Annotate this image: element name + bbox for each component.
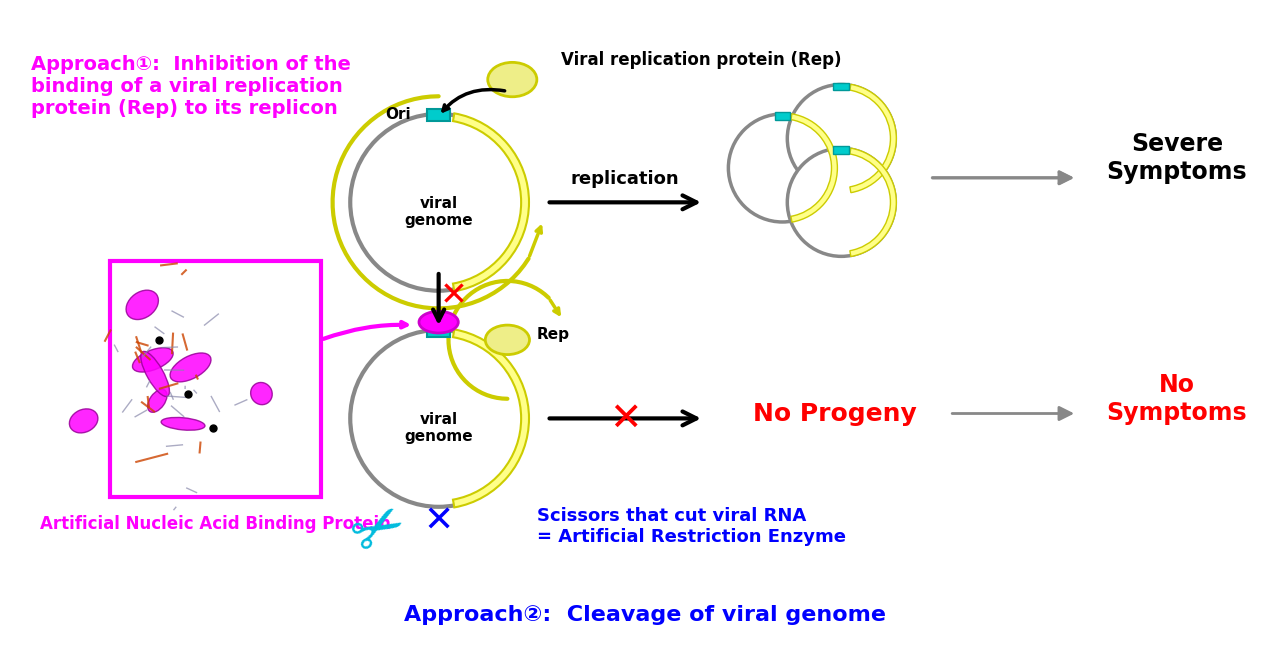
- Text: ✕: ✕: [424, 504, 454, 539]
- Text: ✕: ✕: [439, 279, 467, 312]
- Text: No
Symptoms: No Symptoms: [1106, 373, 1247, 424]
- Ellipse shape: [161, 418, 205, 430]
- Wedge shape: [453, 330, 529, 507]
- Text: replication: replication: [571, 169, 680, 187]
- Circle shape: [351, 330, 527, 507]
- FancyBboxPatch shape: [833, 146, 849, 154]
- Text: No Progeny: No Progeny: [753, 401, 916, 426]
- Ellipse shape: [147, 389, 166, 412]
- FancyBboxPatch shape: [833, 83, 849, 91]
- Wedge shape: [850, 148, 896, 256]
- Text: ✕: ✕: [609, 399, 641, 438]
- Text: Approach②:  Cleavage of viral genome: Approach②: Cleavage of viral genome: [404, 605, 886, 625]
- Circle shape: [351, 114, 527, 291]
- Text: ✂: ✂: [342, 493, 417, 571]
- Text: Rep: Rep: [536, 328, 570, 342]
- Circle shape: [787, 85, 895, 193]
- Circle shape: [728, 114, 836, 222]
- Ellipse shape: [488, 62, 536, 97]
- Wedge shape: [850, 84, 896, 193]
- FancyBboxPatch shape: [426, 325, 451, 337]
- Text: Approach①:  Inhibition of the
binding of a viral replication
protein (Rep) to it: Approach①: Inhibition of the binding of …: [31, 55, 351, 118]
- Ellipse shape: [132, 348, 173, 372]
- Text: viral
genome: viral genome: [404, 196, 472, 228]
- Wedge shape: [791, 114, 837, 222]
- Ellipse shape: [419, 311, 458, 333]
- Ellipse shape: [69, 409, 97, 433]
- Text: viral
genome: viral genome: [404, 412, 472, 444]
- Ellipse shape: [170, 353, 211, 382]
- Ellipse shape: [251, 383, 273, 404]
- Ellipse shape: [485, 325, 530, 355]
- Ellipse shape: [141, 352, 169, 397]
- Text: Severe
Symptoms: Severe Symptoms: [1106, 132, 1247, 184]
- FancyBboxPatch shape: [426, 109, 451, 121]
- FancyBboxPatch shape: [774, 112, 790, 120]
- Ellipse shape: [127, 290, 159, 320]
- Wedge shape: [453, 113, 529, 291]
- Text: Ori: Ori: [385, 107, 411, 122]
- Text: Scissors that cut viral RNA
= Artificial Restriction Enzyme: Scissors that cut viral RNA = Artificial…: [536, 507, 846, 546]
- Text: Viral replication protein (Rep): Viral replication protein (Rep): [562, 51, 842, 69]
- FancyBboxPatch shape: [110, 261, 321, 497]
- Circle shape: [787, 148, 895, 256]
- Text: Artificial Nucleic Acid Binding Protein: Artificial Nucleic Acid Binding Protein: [40, 514, 390, 533]
